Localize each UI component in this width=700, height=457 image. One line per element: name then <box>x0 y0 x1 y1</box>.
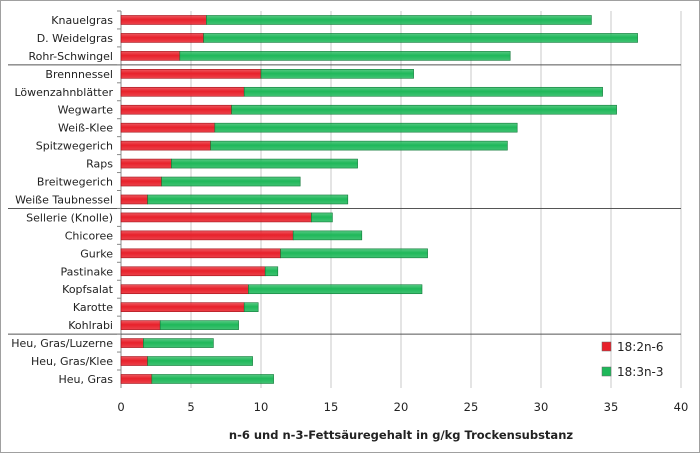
bar-n6 <box>120 194 148 205</box>
category-label: Rohr-Schwingel <box>29 50 113 63</box>
category-label: Weiß-Klee <box>58 122 113 135</box>
bar-n3 <box>214 122 518 133</box>
bar-n6 <box>120 140 211 151</box>
category-label: Löwenzahnblätter <box>14 86 113 99</box>
x-tick-label: 25 <box>464 400 479 414</box>
category-label: Breitwegerich <box>37 176 113 189</box>
bar-n3 <box>248 284 423 295</box>
bar-n3 <box>292 230 363 241</box>
category-label: D. Weidelgras <box>37 32 114 45</box>
x-tick-label: 10 <box>254 400 269 414</box>
category-label: Brennnessel <box>45 68 113 81</box>
bar-n3 <box>147 356 253 366</box>
category-label: Spitzwegerich <box>36 140 113 153</box>
bar-n3 <box>159 320 239 330</box>
category-label: Wegwarte <box>58 104 114 117</box>
bar-n3 <box>143 338 214 348</box>
category-label: Kopfsalat <box>62 283 114 296</box>
category-label: Gurke <box>80 247 113 260</box>
category-label: Sellerie (Knolle) <box>26 211 113 224</box>
bar-n3 <box>161 176 301 187</box>
bar-n6 <box>120 122 216 133</box>
category-label: Heu, Gras/Klee <box>31 355 113 368</box>
bar-n3 <box>243 302 259 312</box>
bar-n3 <box>231 104 617 115</box>
category-label: Pastinake <box>61 265 114 278</box>
bar-n6 <box>120 86 245 97</box>
category-label: Knauelgras <box>51 14 113 27</box>
bar-n6 <box>120 302 245 312</box>
legend-swatch <box>601 341 612 352</box>
x-tick-label: 15 <box>324 400 339 414</box>
bar-n6 <box>120 356 148 366</box>
bar-n6 <box>120 158 172 169</box>
bar-n6 <box>120 51 181 61</box>
bar-n3 <box>147 194 349 205</box>
category-label: Kohlrabi <box>68 319 113 332</box>
category-label: Raps <box>86 158 113 171</box>
category-label: Heu, Gras <box>58 373 113 386</box>
x-tick-label: 35 <box>604 400 619 414</box>
category-label: Weiße Taubnessel <box>15 193 113 206</box>
bar-n3 <box>243 86 603 97</box>
x-tick-label: 30 <box>534 400 549 414</box>
bar-n6 <box>120 15 207 25</box>
bar-n3 <box>171 158 358 169</box>
legend-label: 18:2n-6 <box>617 340 664 354</box>
bar-n6 <box>120 212 312 223</box>
bar-n6 <box>120 248 281 259</box>
bar-n6 <box>120 69 262 79</box>
bar-n6 <box>120 230 294 241</box>
bar-n3 <box>179 51 511 61</box>
bar-n3 <box>260 69 414 79</box>
bar-n6 <box>120 374 153 384</box>
x-tick-label: 0 <box>117 400 124 414</box>
category-label: Karotte <box>73 301 113 314</box>
bar-n3 <box>264 266 279 277</box>
bar-n6 <box>120 266 266 277</box>
bar-n6 <box>120 104 232 115</box>
bar-n3 <box>203 33 638 43</box>
bar-n6 <box>120 33 204 43</box>
bar-n6 <box>120 284 249 295</box>
bar-n6 <box>120 176 162 187</box>
x-tick-label: 5 <box>187 400 194 414</box>
x-tick-label: 20 <box>394 400 409 414</box>
legend-label: 18:3n-3 <box>617 365 664 379</box>
bar-n3 <box>280 248 428 259</box>
bar-n3 <box>151 374 274 384</box>
x-axis-label: n-6 und n-3-Fettsäuregehalt in g/kg Troc… <box>229 428 573 442</box>
bar-n3 <box>311 212 333 223</box>
bar-n3 <box>206 15 592 25</box>
legend-swatch <box>601 366 612 377</box>
legend: 18:2n-6 18:3n-3 <box>601 340 664 379</box>
bar-n6 <box>120 338 144 348</box>
bar-n3 <box>210 140 508 151</box>
x-tick-label: 40 <box>674 400 689 414</box>
category-label: Heu, Gras/Luzerne <box>11 337 113 350</box>
bar-n6 <box>120 320 161 330</box>
category-label: Chicoree <box>65 229 114 242</box>
